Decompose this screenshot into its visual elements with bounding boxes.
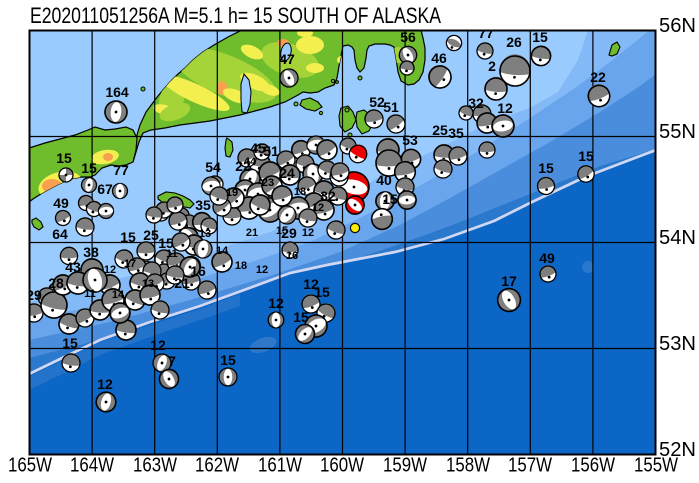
svg-text:160W: 160W bbox=[320, 455, 364, 477]
svg-text:15: 15 bbox=[158, 235, 174, 251]
svg-text:162W: 162W bbox=[195, 455, 239, 477]
svg-text:E202011051256A M=5.1 h= 15 SOU: E202011051256A M=5.1 h= 15 SOUTH OF ALAS… bbox=[30, 3, 441, 28]
svg-text:165W: 165W bbox=[8, 455, 52, 477]
svg-text:161W: 161W bbox=[258, 455, 302, 477]
svg-text:77: 77 bbox=[113, 162, 129, 178]
svg-text:12: 12 bbox=[303, 276, 319, 292]
svg-text:13: 13 bbox=[199, 228, 211, 240]
svg-text:45: 45 bbox=[250, 140, 266, 156]
svg-text:12: 12 bbox=[256, 264, 268, 276]
svg-text:12: 12 bbox=[150, 337, 166, 353]
svg-text:17: 17 bbox=[501, 273, 517, 289]
svg-text:35: 35 bbox=[448, 125, 464, 141]
svg-text:15: 15 bbox=[276, 225, 288, 237]
svg-text:23: 23 bbox=[262, 177, 274, 189]
svg-text:54N: 54N bbox=[659, 227, 696, 249]
svg-text:157W: 157W bbox=[508, 455, 552, 477]
svg-text:159W: 159W bbox=[383, 455, 427, 477]
svg-text:56: 56 bbox=[400, 29, 416, 45]
svg-text:51: 51 bbox=[263, 143, 279, 159]
svg-text:22: 22 bbox=[590, 69, 606, 85]
svg-text:38: 38 bbox=[83, 244, 99, 260]
svg-text:19: 19 bbox=[226, 187, 238, 199]
svg-text:163W: 163W bbox=[133, 455, 177, 477]
svg-text:29: 29 bbox=[26, 287, 42, 303]
svg-text:15: 15 bbox=[120, 229, 136, 245]
svg-text:40: 40 bbox=[376, 172, 392, 188]
svg-text:25: 25 bbox=[143, 227, 159, 243]
svg-text:15: 15 bbox=[62, 335, 78, 351]
svg-text:28: 28 bbox=[48, 275, 64, 291]
svg-text:15: 15 bbox=[56, 150, 72, 166]
svg-text:12: 12 bbox=[497, 100, 513, 116]
svg-text:16: 16 bbox=[190, 263, 206, 279]
svg-text:49: 49 bbox=[53, 195, 69, 211]
svg-text:17: 17 bbox=[124, 258, 136, 270]
svg-text:15: 15 bbox=[220, 352, 236, 368]
svg-text:2: 2 bbox=[488, 58, 496, 74]
svg-text:64: 64 bbox=[52, 226, 68, 242]
svg-text:54: 54 bbox=[205, 159, 221, 175]
svg-text:25: 25 bbox=[432, 122, 448, 138]
svg-text:12: 12 bbox=[302, 227, 314, 239]
svg-text:47: 47 bbox=[279, 51, 295, 67]
svg-text:14: 14 bbox=[216, 245, 229, 257]
svg-text:155W: 155W bbox=[634, 455, 678, 477]
svg-text:53: 53 bbox=[402, 132, 418, 148]
svg-text:29: 29 bbox=[281, 225, 297, 241]
svg-text:12: 12 bbox=[104, 264, 116, 276]
svg-text:77: 77 bbox=[478, 25, 494, 41]
svg-text:52N: 52N bbox=[659, 439, 696, 461]
svg-text:13: 13 bbox=[142, 278, 154, 290]
svg-text:15: 15 bbox=[81, 160, 97, 176]
svg-text:43: 43 bbox=[65, 259, 81, 275]
svg-text:11: 11 bbox=[84, 288, 96, 300]
svg-text:18: 18 bbox=[235, 260, 247, 272]
svg-text:46: 46 bbox=[431, 50, 447, 66]
svg-text:32: 32 bbox=[468, 95, 484, 111]
svg-text:15: 15 bbox=[532, 29, 548, 45]
svg-text:156W: 156W bbox=[571, 455, 615, 477]
svg-text:51: 51 bbox=[383, 99, 399, 115]
svg-text:158W: 158W bbox=[446, 455, 490, 477]
svg-text:21: 21 bbox=[174, 275, 190, 291]
svg-text:164: 164 bbox=[105, 84, 129, 100]
svg-text:53N: 53N bbox=[659, 333, 696, 355]
svg-text:164W: 164W bbox=[70, 455, 114, 477]
svg-text:56N: 56N bbox=[659, 15, 696, 37]
svg-text:7: 7 bbox=[168, 353, 176, 369]
svg-text:11: 11 bbox=[166, 248, 178, 260]
svg-text:18: 18 bbox=[294, 186, 306, 198]
svg-text:32: 32 bbox=[320, 188, 336, 204]
svg-text:24: 24 bbox=[279, 165, 295, 181]
svg-text:15: 15 bbox=[538, 160, 554, 176]
svg-text:21: 21 bbox=[246, 227, 258, 239]
svg-text:15: 15 bbox=[578, 148, 594, 164]
svg-text:15: 15 bbox=[382, 191, 398, 207]
svg-text:12: 12 bbox=[312, 202, 324, 214]
svg-text:49: 49 bbox=[539, 250, 555, 266]
svg-text:14: 14 bbox=[112, 289, 125, 301]
svg-text:15: 15 bbox=[314, 284, 330, 300]
svg-text:12: 12 bbox=[268, 295, 284, 311]
svg-text:15: 15 bbox=[293, 309, 309, 325]
svg-text:16: 16 bbox=[286, 250, 298, 262]
svg-text:55N: 55N bbox=[659, 121, 696, 143]
svg-text:12: 12 bbox=[97, 376, 113, 392]
svg-text:52: 52 bbox=[369, 94, 385, 110]
svg-text:67: 67 bbox=[97, 181, 113, 197]
svg-text:26: 26 bbox=[506, 34, 522, 50]
svg-text:22: 22 bbox=[235, 158, 251, 174]
svg-text:44: 44 bbox=[244, 156, 257, 168]
svg-text:35: 35 bbox=[195, 197, 211, 213]
